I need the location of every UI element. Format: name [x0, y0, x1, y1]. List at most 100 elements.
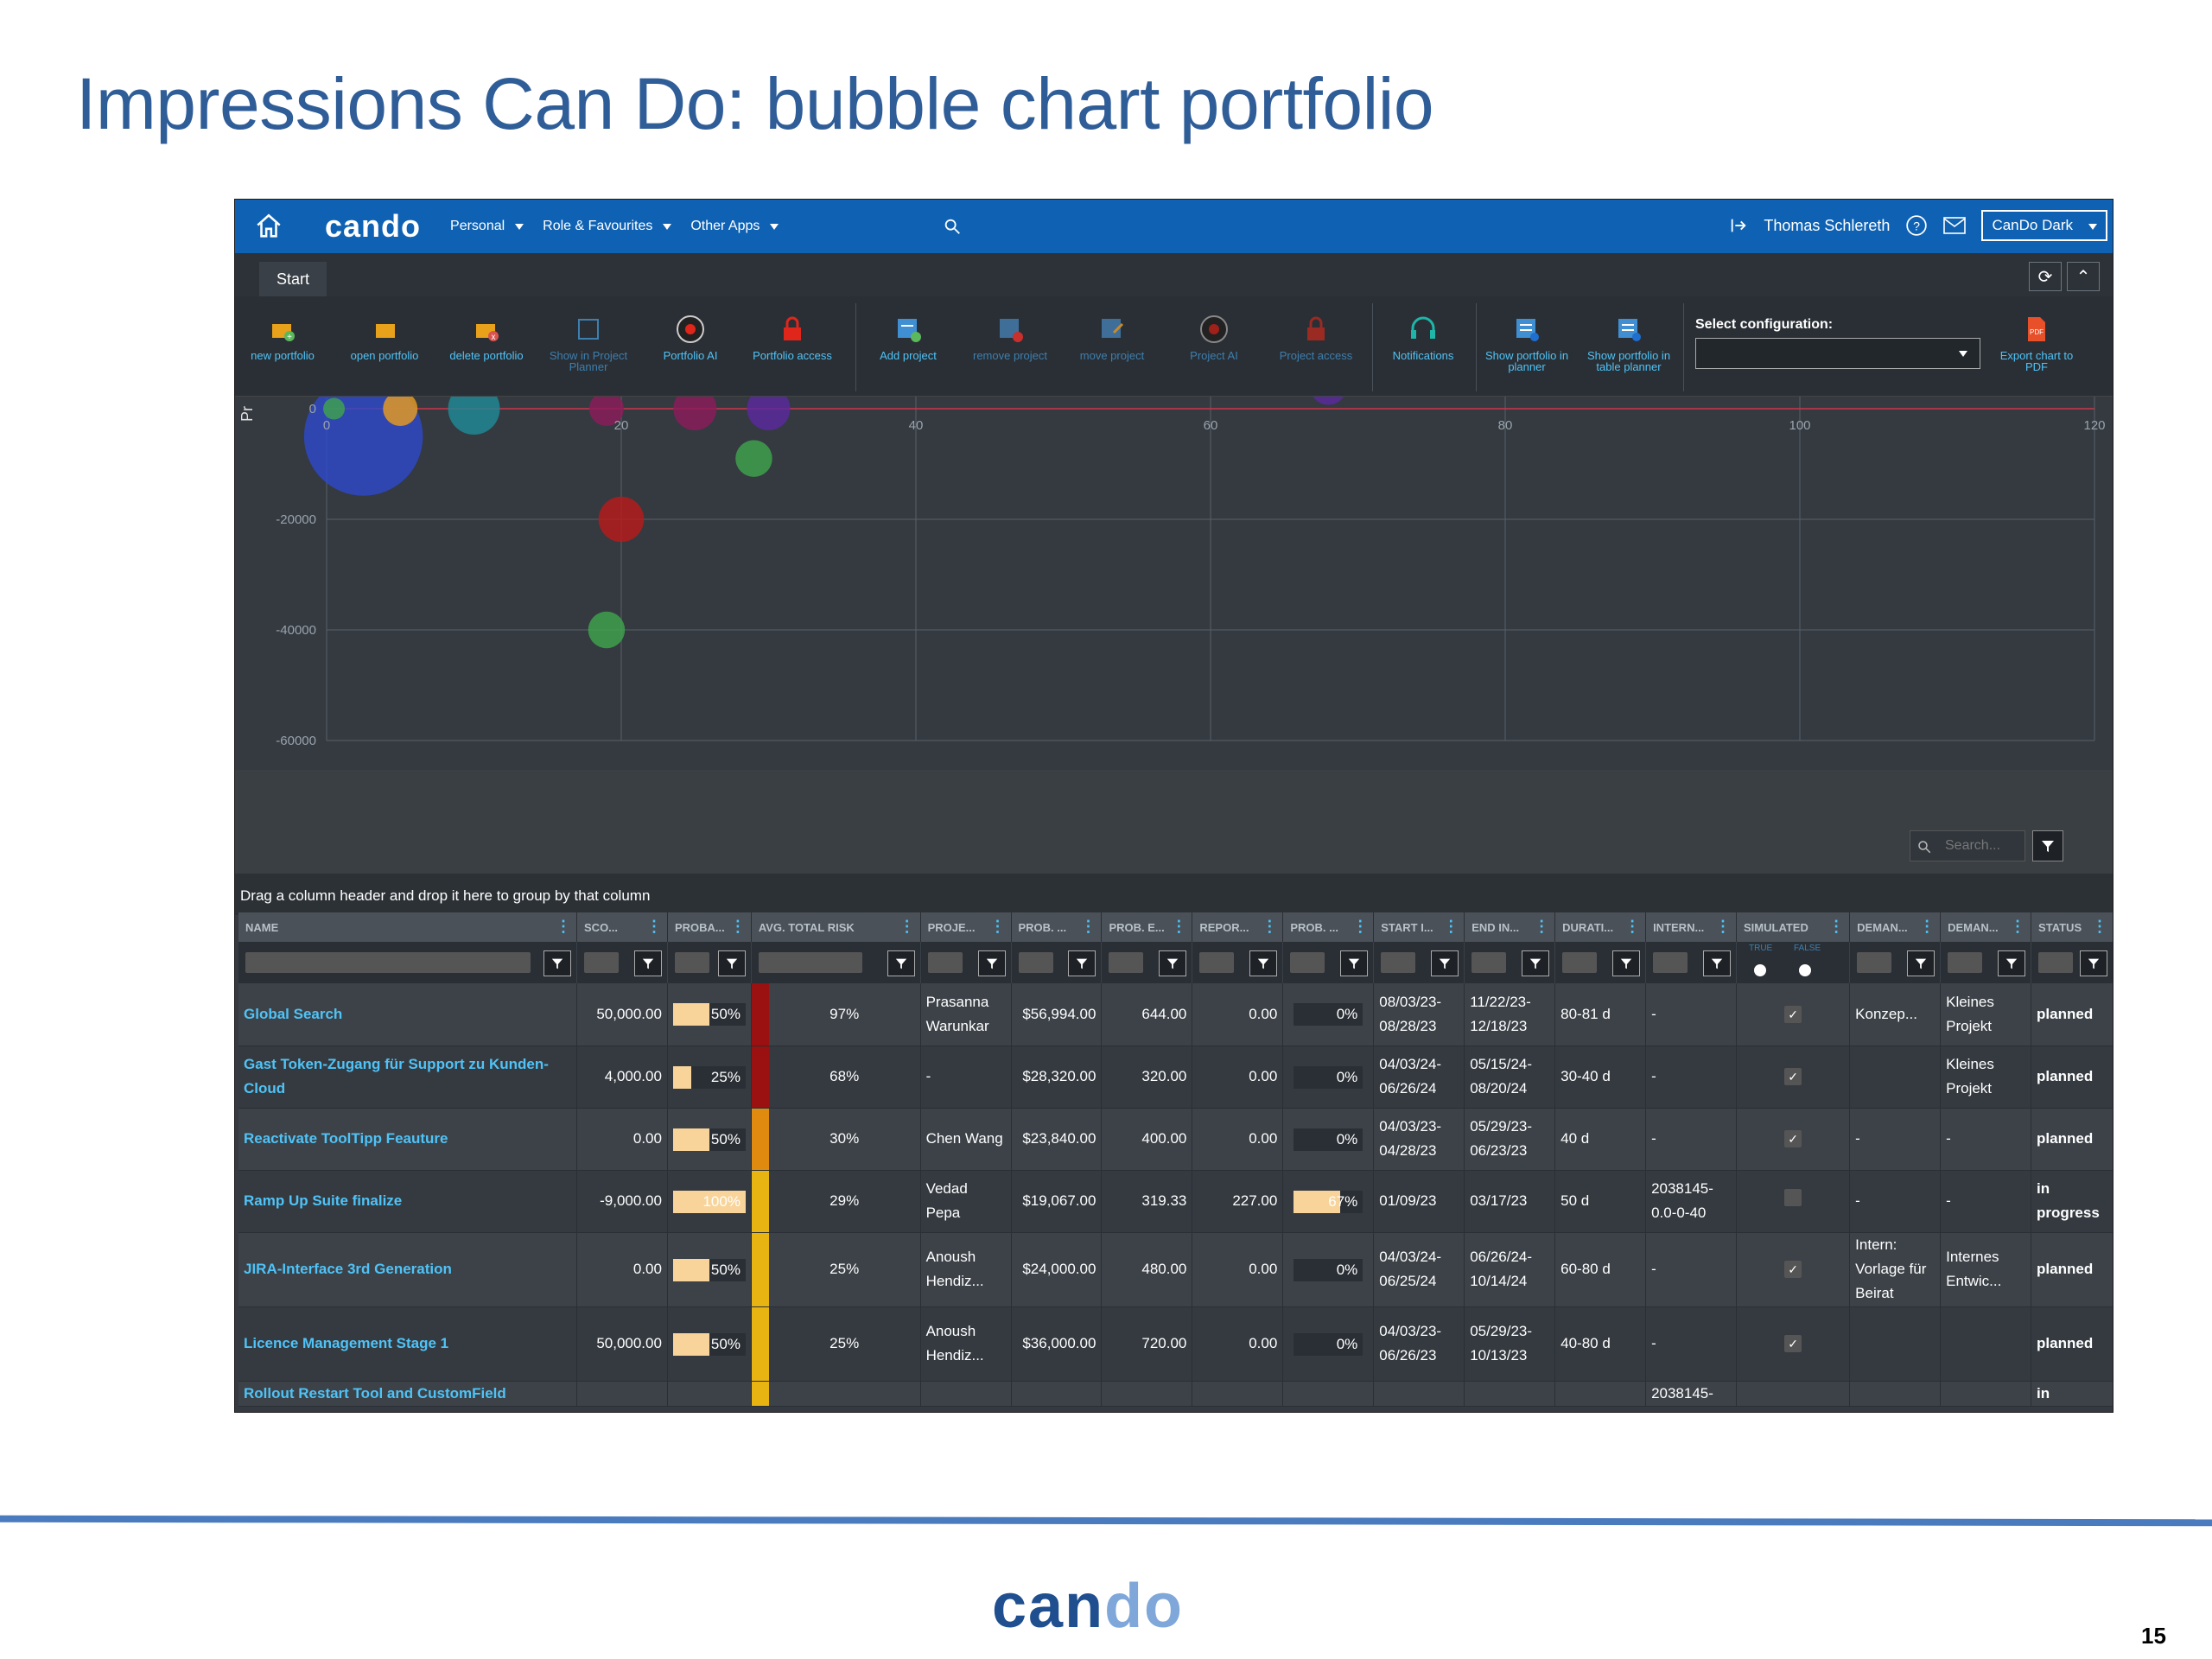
simulated-checkbox[interactable]: ✓ — [1784, 1005, 1802, 1023]
portfolio-ai-button[interactable]: Portfolio AI — [643, 296, 738, 397]
column-filter-button[interactable] — [1998, 950, 2026, 976]
column-filter-button[interactable] — [543, 950, 572, 976]
simulated-checkbox[interactable]: ✓ — [1784, 1335, 1802, 1352]
column-header[interactable]: NAME — [238, 912, 578, 942]
logout-icon[interactable] — [1729, 216, 1748, 235]
filter-input[interactable] — [758, 952, 862, 973]
column-filter-button[interactable] — [1249, 950, 1278, 976]
filter-input[interactable] — [674, 952, 709, 973]
name-cell[interactable]: Rollout Restart Tool and CustomField — [238, 1381, 578, 1407]
simulated-checkbox[interactable]: ✓ — [1784, 1130, 1802, 1147]
grid-filter-button[interactable] — [2032, 830, 2063, 861]
search-icon[interactable] — [943, 217, 962, 236]
column-header[interactable]: DEMAN... — [1849, 912, 1942, 942]
column-filter-button[interactable] — [1612, 950, 1641, 976]
theme-select[interactable]: CanDo Dark — [1981, 210, 2107, 241]
simulated-checkbox[interactable]: ✓ — [1784, 1261, 1802, 1278]
filter-input[interactable] — [1653, 952, 1688, 973]
column-header[interactable]: PROJE... — [920, 912, 1012, 942]
name-cell[interactable]: Global Search — [238, 983, 578, 1046]
column-header[interactable]: DURATI... — [1554, 912, 1647, 942]
name-cell[interactable]: Gast Token-Zugang für Support zu Kunden-… — [238, 1046, 578, 1109]
column-header[interactable]: SIMULATED — [1736, 912, 1851, 942]
configuration-select[interactable] — [1695, 338, 1980, 369]
table-row[interactable]: JIRA-Interface 3rd Generation 0.00 50% 25% A… — [238, 1232, 2113, 1307]
table-row[interactable]: Licence Management Stage 1 50,000.00 50% 25… — [238, 1306, 2113, 1382]
filter-input[interactable] — [1948, 952, 1983, 973]
column-filter-button[interactable] — [1907, 950, 1936, 976]
column-filter-button[interactable] — [1340, 950, 1369, 976]
column-header[interactable]: SCO... — [576, 912, 668, 942]
collapse-icon[interactable]: ⌃ — [2067, 262, 2100, 291]
filter-input[interactable] — [1381, 952, 1416, 973]
project-access-button[interactable]: Project access — [1268, 296, 1363, 397]
filter-input[interactable] — [1562, 952, 1598, 973]
user-name[interactable]: Thomas Schlereth — [1764, 216, 1891, 234]
column-header[interactable]: PROBA... — [667, 912, 752, 942]
column-header[interactable]: PROB. ... — [1282, 912, 1375, 942]
column-filter-button[interactable] — [2080, 950, 2107, 976]
column-header[interactable]: INTERN... — [1645, 912, 1737, 942]
filter-input[interactable] — [1109, 952, 1144, 973]
column-filter-button[interactable] — [1159, 950, 1187, 976]
column-filter-button[interactable] — [1431, 950, 1459, 976]
show-portfolio-in-table-planner-button[interactable]: Show portfolio in table planner — [1581, 296, 1676, 397]
filter-input[interactable] — [245, 952, 531, 973]
show-in-project-planner-button[interactable]: Show in Project Planner — [541, 296, 636, 397]
column-filter-button[interactable] — [633, 950, 662, 976]
name-cell[interactable]: Licence Management Stage 1 — [238, 1306, 578, 1382]
table-row[interactable]: Reactivate ToolTipp Feauture 0.00 50% 30% Ch… — [238, 1108, 2113, 1171]
column-header[interactable]: DEMAN... — [1940, 912, 2032, 942]
column-header[interactable]: REPOR... — [1192, 912, 1284, 942]
filter-input[interactable] — [1290, 952, 1325, 973]
column-header[interactable]: STATUS — [2031, 912, 2113, 942]
simulated-radio[interactable] — [1754, 964, 1766, 976]
menu-other-apps[interactable]: Other Apps — [690, 219, 779, 234]
name-cell[interactable]: Reactivate ToolTipp Feauture — [238, 1108, 578, 1171]
filter-input[interactable] — [2038, 952, 2074, 973]
tab-start[interactable]: Start — [259, 262, 327, 296]
home-icon[interactable] — [254, 212, 283, 241]
table-row[interactable]: Global Search 50,000.00 50% 97% Prasanna War… — [238, 983, 2113, 1046]
table-row[interactable]: Ramp Up Suite finalize -9,000.00 100% 29% Ve… — [238, 1170, 2113, 1233]
project-ai-button[interactable]: Project AI — [1166, 296, 1262, 397]
project-name-link[interactable]: Reactivate ToolTipp Feauture — [244, 1130, 448, 1147]
column-header[interactable]: PROB. E... — [1101, 912, 1193, 942]
simulated-checkbox[interactable]: ✓ — [1784, 1068, 1802, 1085]
project-name-link[interactable]: JIRA-Interface 3rd Generation — [244, 1261, 452, 1277]
add-project-button[interactable]: Add project — [861, 296, 956, 397]
notifications-button[interactable]: Notifications — [1376, 296, 1471, 397]
project-name-link[interactable]: Rollout Restart Tool and CustomField — [244, 1384, 506, 1402]
table-row[interactable]: Gast Token-Zugang für Support zu Kunden-… — [238, 1046, 2113, 1109]
table-row[interactable]: Rollout Restart Tool and CustomField 2038… — [238, 1381, 2113, 1407]
filter-input[interactable] — [584, 952, 620, 973]
remove-project-button[interactable]: remove project — [963, 296, 1058, 397]
project-name-link[interactable]: Global Search — [244, 1005, 343, 1022]
filter-input[interactable] — [1018, 952, 1053, 973]
simulated-checkbox[interactable] — [1784, 1188, 1802, 1206]
project-name-link[interactable]: Gast Token-Zugang für Support zu Kunden-… — [244, 1056, 549, 1096]
column-filter-button[interactable] — [1068, 950, 1096, 976]
open-portfolio-button[interactable]: open portfolio — [337, 296, 432, 397]
filter-input[interactable] — [1471, 952, 1507, 973]
project-name-link[interactable]: Licence Management Stage 1 — [244, 1335, 449, 1351]
grid-search-input[interactable]: Search... — [1910, 830, 2025, 861]
column-header[interactable]: END IN... — [1464, 912, 1556, 942]
mail-icon[interactable] — [1943, 216, 1967, 235]
column-header[interactable]: AVG. TOTAL RISK — [751, 912, 921, 942]
app-logo[interactable]: cando — [325, 208, 422, 244]
new-portfolio-button[interactable]: + new portfolio — [235, 296, 330, 397]
refresh-icon[interactable]: ⟳ — [2029, 262, 2062, 291]
column-header[interactable]: PROB. ... — [1011, 912, 1103, 942]
filter-input[interactable] — [927, 952, 963, 973]
help-icon[interactable]: ? — [1905, 214, 1928, 237]
column-filter-button[interactable] — [717, 950, 746, 976]
simulated-radio[interactable] — [1799, 964, 1811, 976]
filter-input[interactable] — [1857, 952, 1892, 973]
column-filter-button[interactable] — [887, 950, 915, 976]
column-filter-button[interactable] — [1522, 950, 1550, 976]
filter-input[interactable] — [1199, 952, 1235, 973]
column-header[interactable]: START I... — [1373, 912, 1465, 942]
delete-portfolio-button[interactable]: x delete portfolio — [439, 296, 534, 397]
name-cell[interactable]: Ramp Up Suite finalize — [238, 1170, 578, 1233]
